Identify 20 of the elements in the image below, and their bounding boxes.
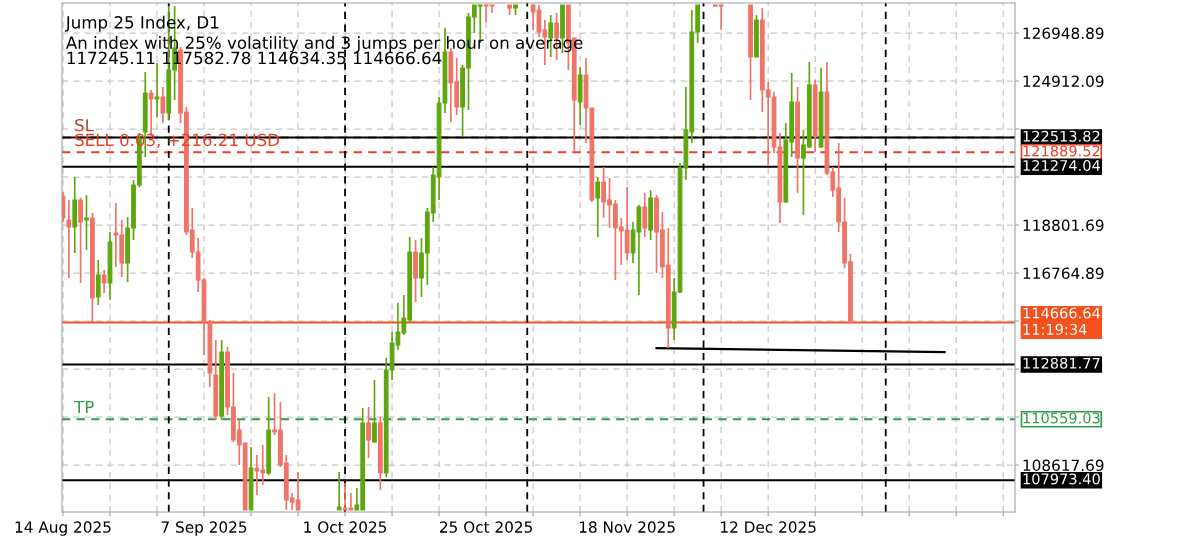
y-tick-label: 124912.09 bbox=[1023, 75, 1104, 88]
ref-line-label: 110559.03 bbox=[1023, 412, 1100, 424]
x-tick-label: 18 Nov 2025 bbox=[579, 521, 675, 533]
y-tick-label: 108617.69 bbox=[1023, 459, 1104, 472]
ref-line-label: 112881.77 bbox=[1023, 357, 1100, 369]
x-tick-label: 25 Oct 2025 bbox=[439, 521, 532, 533]
y-tick-label: 126948.89 bbox=[1023, 27, 1104, 40]
ref-line-label: 122513.82 bbox=[1023, 130, 1100, 142]
y-tick-label: 116764.89 bbox=[1023, 267, 1104, 280]
x-tick-label: 12 Dec 2025 bbox=[721, 521, 816, 533]
ref-line-label: 121889.52 bbox=[1023, 145, 1100, 157]
ref-line-label: 121274.04 bbox=[1023, 159, 1100, 171]
y-tick-label: 118801.69 bbox=[1023, 219, 1104, 232]
annotation: TP bbox=[74, 400, 94, 414]
x-tick-label: 1 Oct 2025 bbox=[304, 521, 387, 533]
ref-line-label: 114666.64 11:19:34 bbox=[1023, 307, 1100, 335]
ref-line-label: 107973.40 bbox=[1023, 473, 1100, 485]
x-tick-label: 7 Sep 2025 bbox=[161, 521, 247, 536]
annotation: SL bbox=[75, 118, 94, 132]
x-tick-label: 14 Aug 2025 bbox=[15, 521, 111, 536]
